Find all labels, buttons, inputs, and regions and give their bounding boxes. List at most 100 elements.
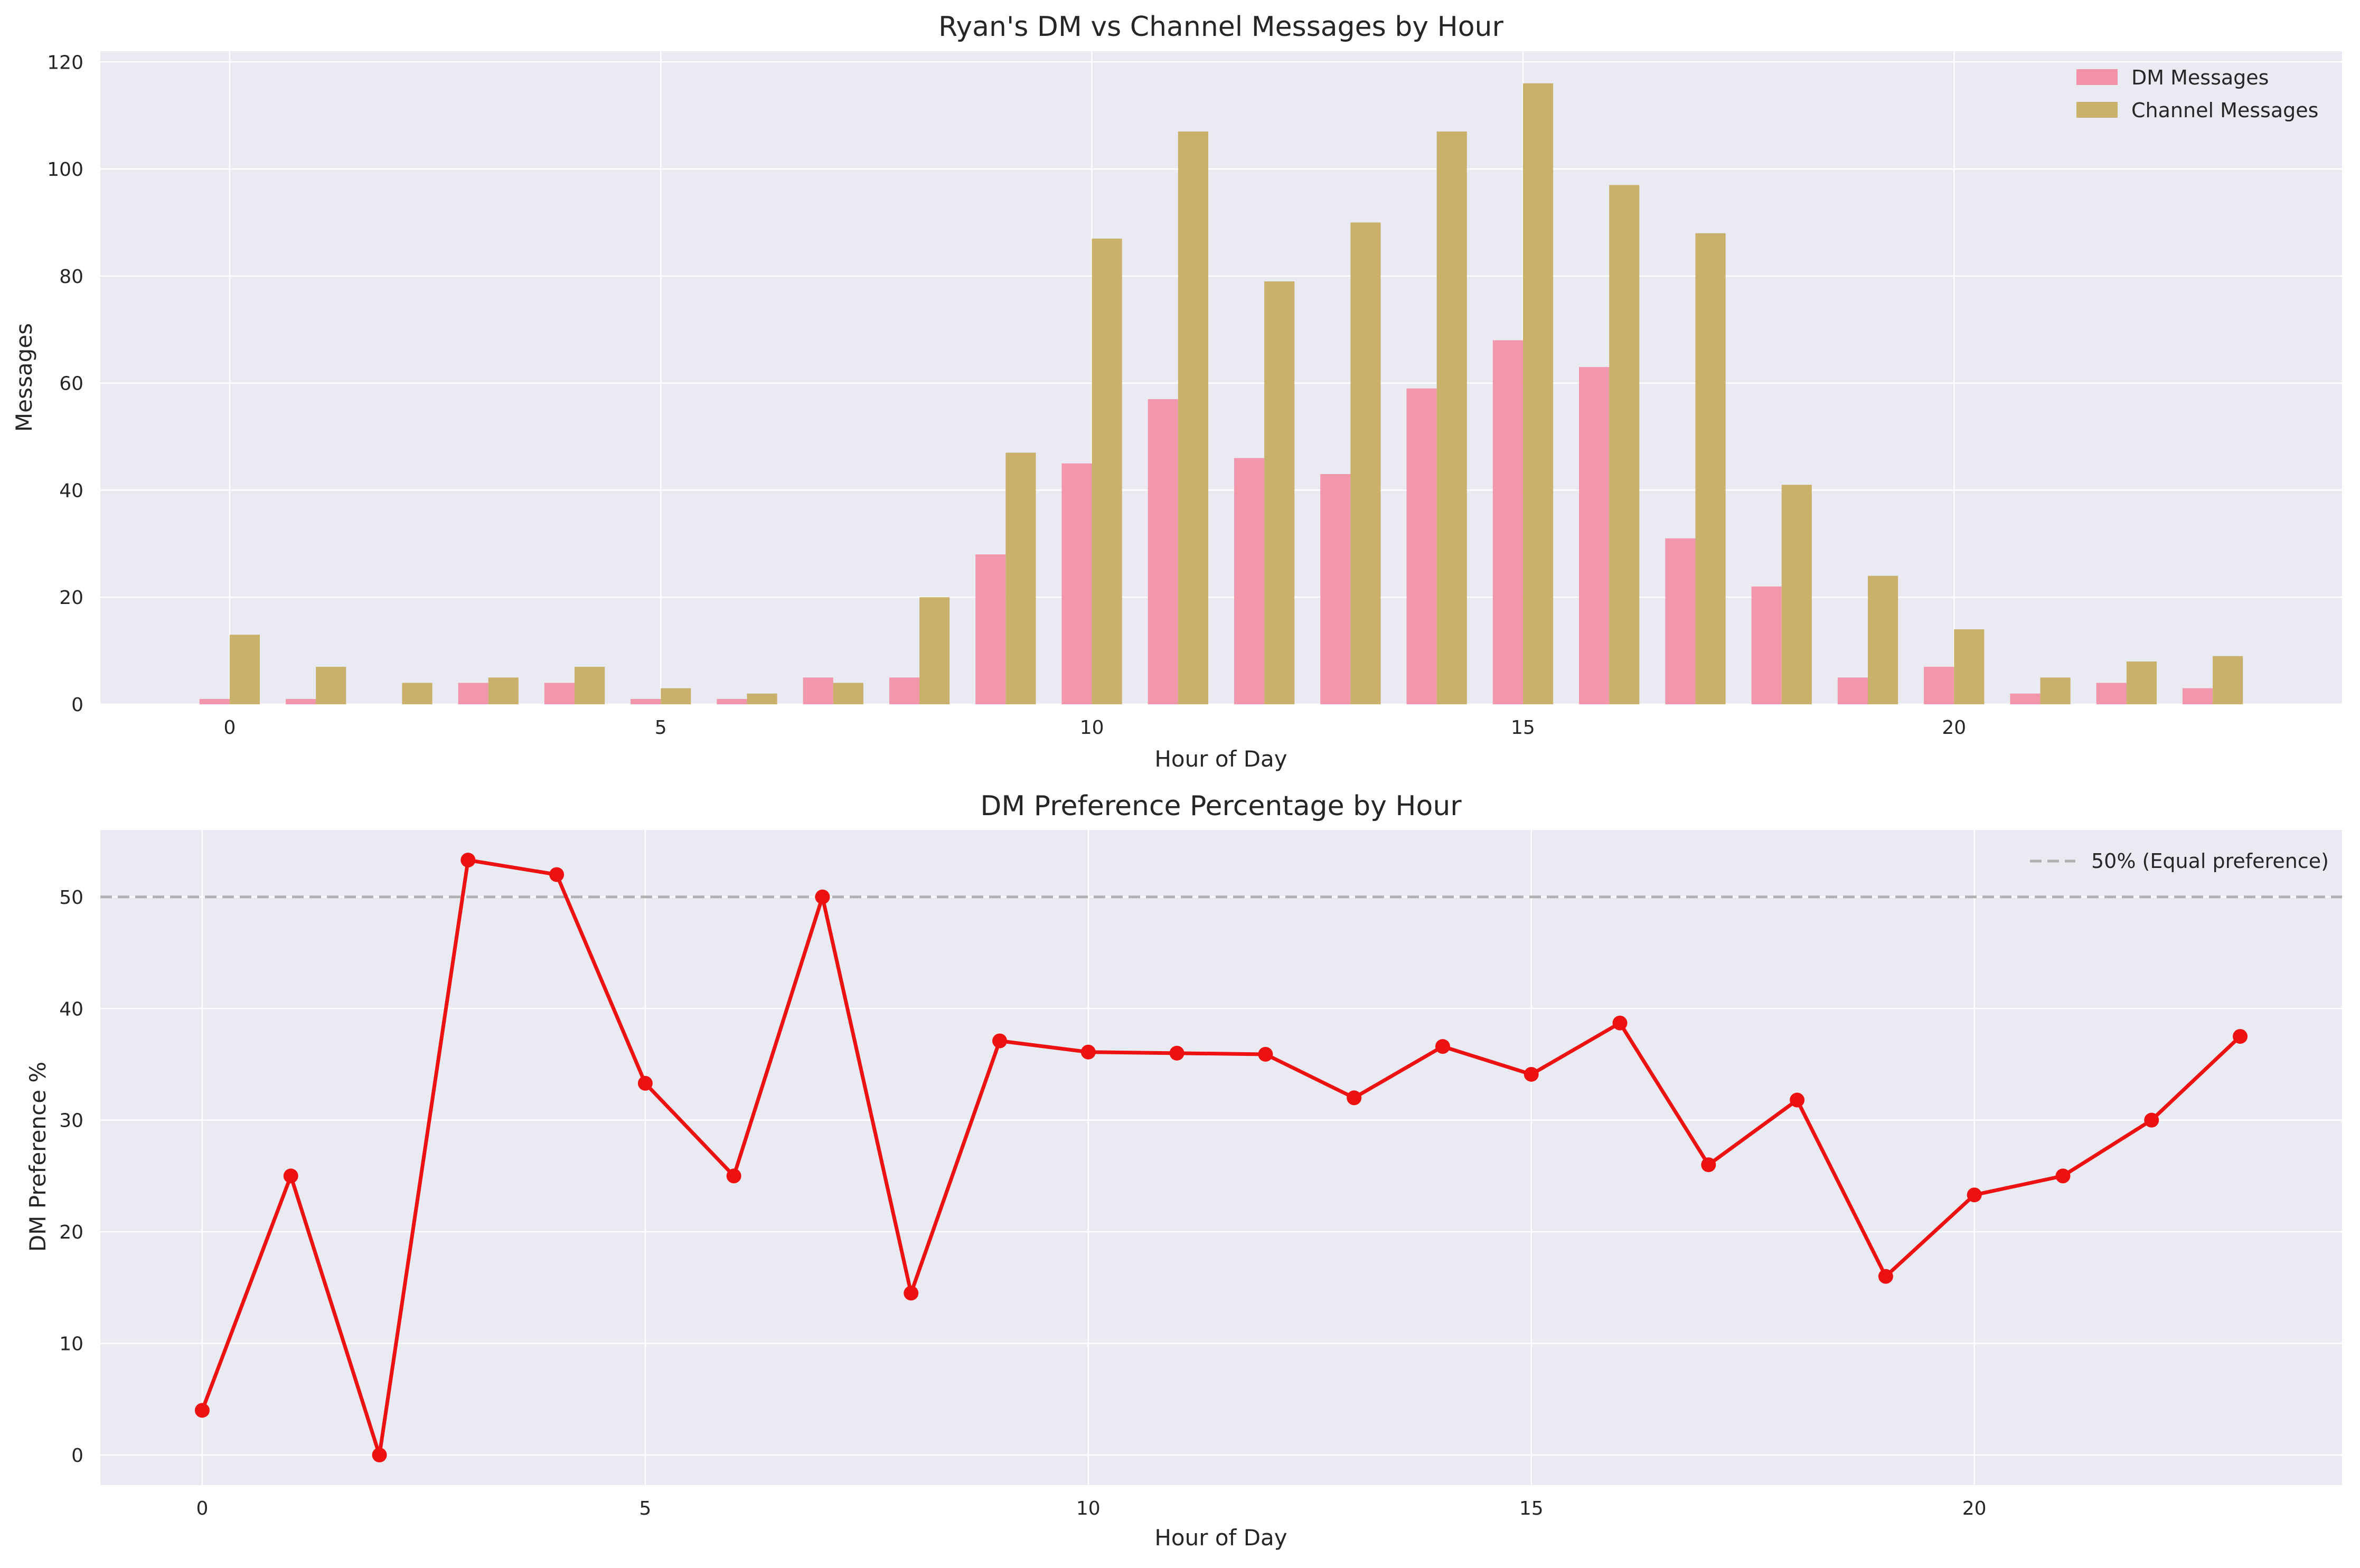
bar-channel <box>1954 629 1985 704</box>
bar-dm <box>717 698 747 704</box>
bar-channel <box>1264 281 1295 704</box>
y-tick-label: 100 <box>47 159 83 181</box>
x-tick-label: 15 <box>1519 1498 1544 1519</box>
bar-channel <box>1436 131 1467 704</box>
y-tick-label: 30 <box>59 1110 83 1132</box>
bar-channel <box>1609 185 1640 704</box>
bar-channel <box>1092 238 1122 704</box>
data-point <box>2144 1112 2159 1128</box>
bar-dm <box>1148 399 1178 704</box>
plot-area-messages <box>100 51 2342 704</box>
bar-dm <box>1320 474 1351 704</box>
bar-dm <box>544 683 575 704</box>
data-point <box>1347 1090 1362 1106</box>
y-ticks-messages: 0 20 40 60 80 100 120 <box>47 52 83 716</box>
x-tick-label: 0 <box>196 1498 209 1519</box>
data-point <box>1701 1157 1716 1173</box>
panel-preference: 0 5 10 15 20 0 10 20 30 40 50 DM Preference Perce… <box>25 790 2342 1551</box>
x-ticks-messages: 0 5 10 15 20 <box>223 717 1966 739</box>
data-point <box>1790 1092 1805 1108</box>
bar-dm <box>2182 688 2213 704</box>
y-axis-label-preference: DM Preference % <box>25 1062 51 1252</box>
legend-messages: DM Messages Channel Messages <box>2076 66 2318 122</box>
y-tick-label: 0 <box>71 1445 83 1467</box>
data-point <box>1612 1015 1628 1031</box>
bar-channel <box>488 677 519 704</box>
bar-dm <box>889 677 920 704</box>
bar-channel <box>316 667 346 704</box>
data-point <box>1967 1187 1982 1203</box>
legend-swatch-channel <box>2076 102 2118 118</box>
bar-channel <box>1868 575 1898 704</box>
bar-channel <box>833 683 863 704</box>
data-point <box>904 1286 919 1301</box>
data-point <box>2233 1029 2248 1044</box>
bar-dm <box>1924 667 1954 704</box>
bar-channel <box>661 688 691 704</box>
bar-dm <box>1751 586 1782 704</box>
data-point <box>283 1168 298 1184</box>
panel-messages: 0 5 10 15 20 0 20 40 60 80 100 120 Ryan's DM vs Ch… <box>11 11 2342 772</box>
bar-dm <box>1837 677 1868 704</box>
bar-channel <box>229 635 260 704</box>
bar-channel <box>1350 222 1381 705</box>
bar-channel <box>2040 677 2071 704</box>
bar-dm <box>286 698 316 704</box>
bar-dm <box>1406 388 1437 704</box>
x-axis-label-messages: Hour of Day <box>1154 746 1287 772</box>
x-tick-label: 5 <box>639 1498 651 1519</box>
legend-label-dm: DM Messages <box>2131 66 2269 89</box>
line-preference <box>194 853 2248 1462</box>
data-point <box>549 867 565 882</box>
data-point <box>460 853 476 868</box>
bar-channel <box>1695 233 1726 705</box>
y-tick-label: 40 <box>59 480 83 502</box>
x-tick-label: 15 <box>1511 717 1535 739</box>
y-tick-label: 20 <box>59 587 83 609</box>
y-tick-label: 40 <box>59 998 83 1020</box>
legend-preference: 50% (Equal preference) <box>2030 849 2329 873</box>
bar-channel <box>2213 656 2243 704</box>
y-tick-label: 0 <box>71 694 83 716</box>
x-tick-label: 20 <box>1962 1498 1987 1519</box>
bar-dm <box>1665 538 1696 704</box>
bar-dm <box>1579 367 1610 704</box>
bar-channel <box>747 693 777 704</box>
data-point <box>1435 1039 1450 1054</box>
legend-swatch-dm <box>2076 69 2118 85</box>
bar-dm <box>975 554 1006 704</box>
y-axis-label-messages: Messages <box>11 323 37 432</box>
bar-channel <box>1178 131 1209 704</box>
y-tick-label: 60 <box>59 373 83 395</box>
y-tick-label: 120 <box>47 52 83 73</box>
legend-label-reference: 50% (Equal preference) <box>2091 849 2329 873</box>
series-line-dm-preference <box>200 858 2242 1457</box>
data-point <box>194 1403 210 1418</box>
bar-channel <box>2126 661 2157 704</box>
data-point <box>372 1447 387 1462</box>
x-tick-label: 10 <box>1080 717 1104 739</box>
bar-channel <box>402 683 432 704</box>
data-point <box>2055 1168 2071 1184</box>
x-tick-label: 0 <box>223 717 236 739</box>
data-point <box>992 1033 1008 1049</box>
bar-dm <box>1492 340 1523 704</box>
data-point <box>1878 1269 1893 1284</box>
x-ticks-preference: 0 5 10 15 20 <box>196 1498 1987 1519</box>
bar-dm <box>631 698 661 704</box>
bar-channel <box>1781 485 1812 704</box>
x-tick-label: 20 <box>1942 717 1966 739</box>
data-point <box>1080 1044 1096 1060</box>
data-point <box>726 1168 741 1184</box>
y-ticks-preference: 0 10 20 30 40 50 <box>59 887 83 1467</box>
bar-channel <box>1005 452 1036 704</box>
bar-dm <box>803 677 833 704</box>
bar-dm <box>458 683 488 704</box>
bar-dm <box>199 698 230 704</box>
bar-dm <box>1234 458 1265 704</box>
data-point <box>637 1075 653 1091</box>
y-tick-label: 10 <box>59 1334 83 1355</box>
x-axis-label-preference: Hour of Day <box>1154 1525 1287 1551</box>
plot-area-preference <box>100 830 2342 1485</box>
